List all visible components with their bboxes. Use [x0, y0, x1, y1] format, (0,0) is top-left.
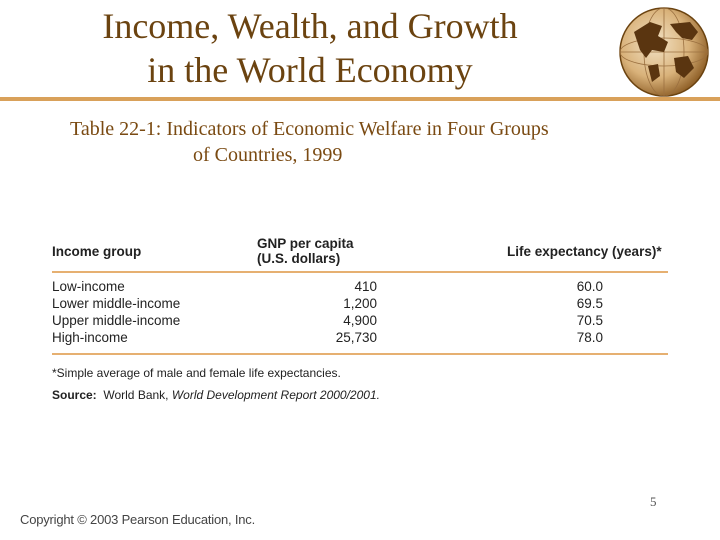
cell-income-group: Upper middle-income	[52, 313, 181, 328]
cell-life-expectancy: 60.0	[576, 279, 603, 294]
title-line-1: Income, Wealth, and Growth	[102, 6, 518, 46]
table-row: Upper middle-income 4,900 70.5	[52, 312, 668, 329]
cell-life-expectancy: 70.5	[576, 313, 603, 328]
slide-title: Income, Wealth, and Growth in the World …	[60, 4, 560, 92]
copyright-notice: Copyright © 2003 Pearson Education, Inc.	[20, 512, 256, 527]
header-life-expectancy: Life expectancy (years)*	[377, 234, 668, 273]
table-row: High-income 25,730 78.0	[52, 329, 668, 355]
globe-icon	[619, 7, 709, 97]
page-number: 5	[650, 494, 657, 509]
table-caption: Table 22-1: Indicators of Economic Welfa…	[70, 116, 690, 168]
cell-gnp: 25,730	[252, 329, 377, 355]
header-income-group: Income group	[52, 234, 252, 273]
caption-text: : Indicators of Economic Welfare in Four…	[155, 118, 549, 140]
source-title: World Development Report 2000/2001.	[171, 388, 380, 402]
table-row: Low-income 410 60.0	[52, 272, 668, 295]
title-underline	[0, 97, 720, 101]
source-line: Source: World Bank, World Development Re…	[52, 384, 668, 406]
table-row: Lower middle-income 1,200 69.5	[52, 295, 668, 312]
welfare-table: Income group GNP per capita (U.S. dollar…	[52, 234, 668, 355]
table-number: Table 22-1	[70, 118, 156, 140]
cell-life-expectancy: 78.0	[377, 329, 668, 355]
cell-income-group: High-income	[52, 329, 252, 355]
cell-income-group: Lower middle-income	[52, 296, 181, 311]
caption-text-line-2: of Countries, 1999	[193, 144, 343, 166]
source-label: Source:	[52, 388, 97, 402]
table-notes: *Simple average of male and female life …	[52, 362, 668, 406]
cell-gnp: 410	[354, 279, 377, 294]
cell-gnp: 4,900	[343, 313, 377, 328]
table-header-row: Income group GNP per capita (U.S. dollar…	[52, 234, 668, 273]
cell-income-group: Low-income	[52, 279, 125, 294]
source-text: World Bank,	[103, 388, 169, 402]
cell-gnp: 1,200	[343, 296, 377, 311]
footnote: *Simple average of male and female life …	[52, 366, 341, 380]
header-gnp: GNP per capita (U.S. dollars)	[252, 234, 377, 273]
title-line-2: in the World Economy	[147, 50, 473, 90]
cell-life-expectancy: 69.5	[576, 296, 603, 311]
